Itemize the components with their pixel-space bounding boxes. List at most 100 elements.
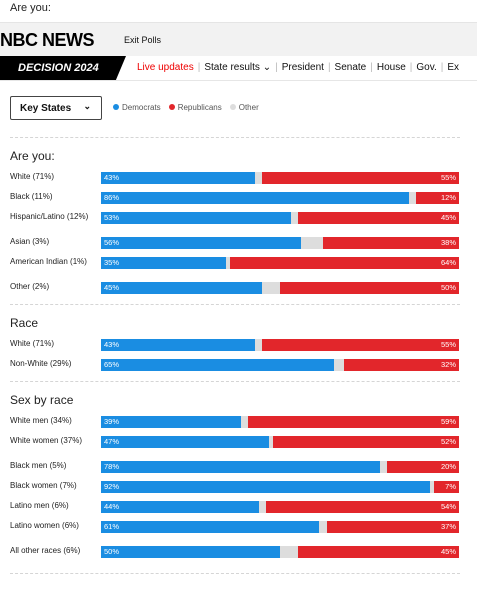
- nav-item[interactable]: State results ⌄: [204, 62, 272, 73]
- democrat-share-label: 78%: [104, 462, 120, 471]
- republican-share-bar: [229, 257, 459, 269]
- republican-share-label: 12%: [440, 193, 456, 202]
- decision-nav: DECISION 2024 Live updates | State results…: [0, 56, 477, 81]
- democrat-share-bar: [101, 501, 259, 513]
- nav-item[interactable]: Gov.: [416, 62, 437, 73]
- row-label: Hispanic/Latino (12%): [10, 212, 89, 221]
- exit-polls-link[interactable]: Exit Polls: [124, 35, 162, 45]
- nav-item[interactable]: Ex: [447, 62, 460, 73]
- republican-share-bar: [297, 546, 459, 558]
- row-label: Latino men (6%): [10, 501, 69, 510]
- state-view-select-value: Key States: [20, 102, 72, 114]
- section-title: Race: [10, 316, 39, 330]
- republican-share-bar: [265, 501, 459, 513]
- nav-separator: |: [440, 62, 444, 73]
- vote-share-bar: 56% 38%: [101, 237, 459, 249]
- democrat-share-bar: [101, 339, 255, 351]
- democrat-share-label: 56%: [104, 238, 120, 247]
- republican-share-bar: [280, 282, 459, 294]
- democrat-share-bar: [101, 282, 263, 294]
- decision-2024-badge[interactable]: DECISION 2024: [0, 56, 126, 80]
- republican-share-label: 7%: [445, 482, 456, 491]
- democrat-share-label: 35%: [104, 258, 120, 267]
- legend: Democrats Republicans Other: [113, 103, 267, 112]
- democrat-share-bar: [101, 416, 241, 428]
- nav-separator: |: [275, 62, 278, 73]
- nav-item[interactable]: President: [281, 62, 324, 73]
- nav-item[interactable]: Senate: [334, 62, 367, 73]
- nav-item[interactable]: House: [376, 62, 406, 73]
- democrat-share-bar: [101, 461, 381, 473]
- legend-label: Republicans: [177, 103, 222, 112]
- row-label: Non-White (29%): [10, 359, 72, 368]
- democrat-share-label: 45%: [104, 283, 120, 292]
- section-title: Sex by race: [10, 393, 74, 407]
- democrat-share-label: 44%: [104, 502, 120, 511]
- vote-share-bar: 43% 55%: [101, 339, 459, 351]
- nav-separator: |: [409, 62, 413, 73]
- republican-share-label: 45%: [440, 547, 456, 556]
- section-title: Are you:: [10, 149, 55, 163]
- row-label: Black men (5%): [10, 461, 67, 470]
- row-label: All other races (6%): [10, 546, 81, 555]
- legend-dot-icon: [168, 104, 175, 110]
- republican-share-bar: [297, 212, 459, 224]
- state-view-select[interactable]: Key States ⌄: [10, 96, 102, 120]
- section-divider: [10, 304, 460, 305]
- section-divider: [10, 137, 460, 138]
- vote-share-bar: 47% 52%: [101, 436, 459, 448]
- republican-share-label: 55%: [440, 173, 456, 182]
- section-divider: [10, 381, 460, 382]
- republican-share-label: 20%: [440, 462, 456, 471]
- page-top-strip: Are you:: [0, 0, 477, 18]
- republican-share-label: 64%: [440, 258, 456, 267]
- republican-share-bar: [262, 339, 459, 351]
- republican-share-bar: [247, 416, 459, 428]
- democrat-share-bar: [101, 212, 291, 224]
- republican-share-bar: [416, 192, 459, 204]
- republican-share-label: 54%: [440, 502, 456, 511]
- nav-item[interactable]: Live updates: [137, 62, 194, 73]
- republican-share-label: 45%: [440, 213, 456, 222]
- nbc-news-logo[interactable]: NBC NEWS: [0, 30, 95, 50]
- legend-label: Other: [238, 103, 259, 112]
- row-label: White (71%): [10, 339, 55, 348]
- republican-share-label: 38%: [440, 238, 456, 247]
- republican-share-bar: [322, 237, 459, 249]
- democrat-share-bar: [101, 192, 409, 204]
- vote-share-bar: 45% 50%: [101, 282, 459, 294]
- row-label: White (71%): [10, 172, 55, 181]
- row-label: Black (11%): [10, 192, 53, 201]
- nav-separator: |: [370, 62, 373, 73]
- democrat-share-bar: [101, 257, 227, 269]
- row-label: Other (2%): [10, 282, 50, 291]
- vote-share-bar: 44% 54%: [101, 501, 459, 513]
- democrat-share-bar: [101, 172, 255, 184]
- vote-share-bar: 50% 45%: [101, 546, 459, 558]
- republican-share-bar: [262, 172, 459, 184]
- democrat-share-label: 43%: [104, 340, 120, 349]
- vote-share-bar: 86% 12%: [101, 192, 459, 204]
- republican-share-label: 37%: [440, 522, 456, 531]
- republican-share-label: 55%: [440, 340, 456, 349]
- democrat-share-bar: [101, 521, 320, 533]
- republican-share-label: 52%: [440, 437, 456, 446]
- republican-share-bar: [433, 481, 459, 493]
- democrat-share-bar: [101, 546, 280, 558]
- row-label: White men (34%): [10, 416, 72, 425]
- row-label: Black women (7%): [10, 481, 77, 490]
- legend-item: Democrats: [113, 103, 161, 112]
- page-top-text: Are you:: [10, 2, 51, 14]
- row-label: White women (37%): [10, 436, 83, 445]
- republican-share-bar: [272, 436, 459, 448]
- democrat-share-label: 50%: [104, 547, 120, 556]
- vote-share-bar: 35% 64%: [101, 257, 459, 269]
- democrat-share-label: 53%: [104, 213, 120, 222]
- democrat-share-label: 65%: [104, 360, 120, 369]
- democrat-share-label: 61%: [104, 522, 120, 531]
- chevron-down-icon: ⌄: [83, 101, 91, 111]
- republican-share-label: 50%: [440, 283, 456, 292]
- republican-share-label: 59%: [440, 417, 456, 426]
- vote-share-bar: 53% 45%: [101, 212, 459, 224]
- vote-share-bar: 92% 7%: [101, 481, 459, 493]
